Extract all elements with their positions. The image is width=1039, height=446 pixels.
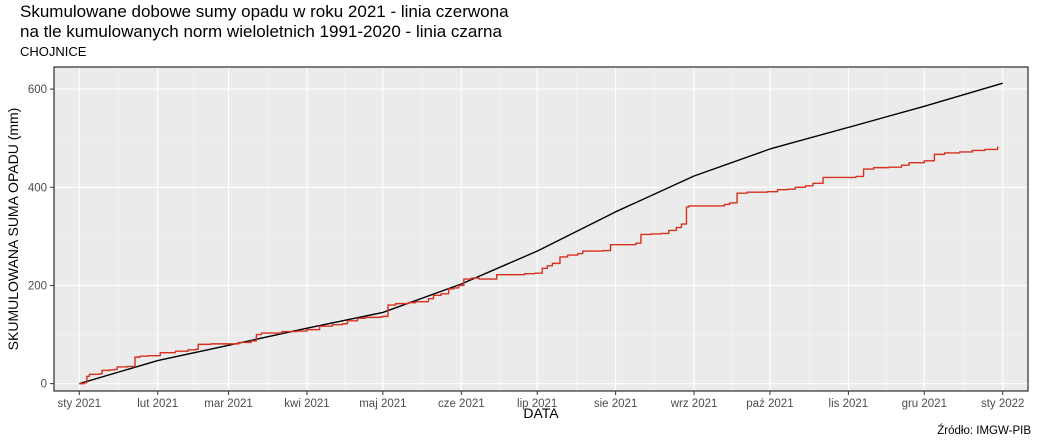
precip-line-red [79,146,999,385]
chart-subtitle: CHOJNICE [20,44,87,59]
y-tick-label: 0 [41,379,47,391]
x-tick-label: paź 2021 [746,398,793,410]
x-tick-label: sie 2021 [594,398,637,410]
series-lines [79,82,1003,385]
y-tick-label: 600 [28,84,47,96]
x-tick-label: cze 2021 [438,398,485,410]
x-tick-label: sty 2022 [981,398,1024,410]
chart-title-line-1: Skumulowane dobowe sumy opadu w roku 202… [20,2,509,21]
x-tick-label: lis 2021 [829,398,869,410]
chart-title-line-2: na tle kumulowanych norm wieloletnich 19… [20,22,502,41]
x-tick-label: maj 2021 [359,398,406,410]
y-axis-title: SKUMULOWANA SUMA OPADU (mm) [5,108,21,351]
x-tick-label: wrz 2021 [670,398,718,410]
x-tick-label: sty 2021 [58,398,101,410]
plot-border [53,66,1029,392]
x-axis: sty 2021 lut 2021 mar 2021 kwi 2021 maj 2021… [58,391,1024,410]
y-tick-label: 400 [28,182,47,194]
x-tick-label: gru 2021 [902,398,947,410]
x-tick-label: mar 2021 [204,398,253,410]
x-tick-label: lut 2021 [137,398,178,410]
x-tick-label: lip 2021 [517,398,557,410]
norm-line-black [79,82,1003,385]
x-axis-title: DATA [523,405,559,421]
y-tick-label: 200 [28,280,47,292]
chart-title: Skumulowane dobowe sumy opadu w roku 202… [20,2,509,42]
grid-lines [54,67,1028,391]
plot-panel [54,67,1028,391]
x-tick-label: kwi 2021 [284,398,329,410]
y-axis: 0 200 400 600 [28,84,54,391]
source-note: Źródło: IMGW-PIB [937,425,1031,437]
